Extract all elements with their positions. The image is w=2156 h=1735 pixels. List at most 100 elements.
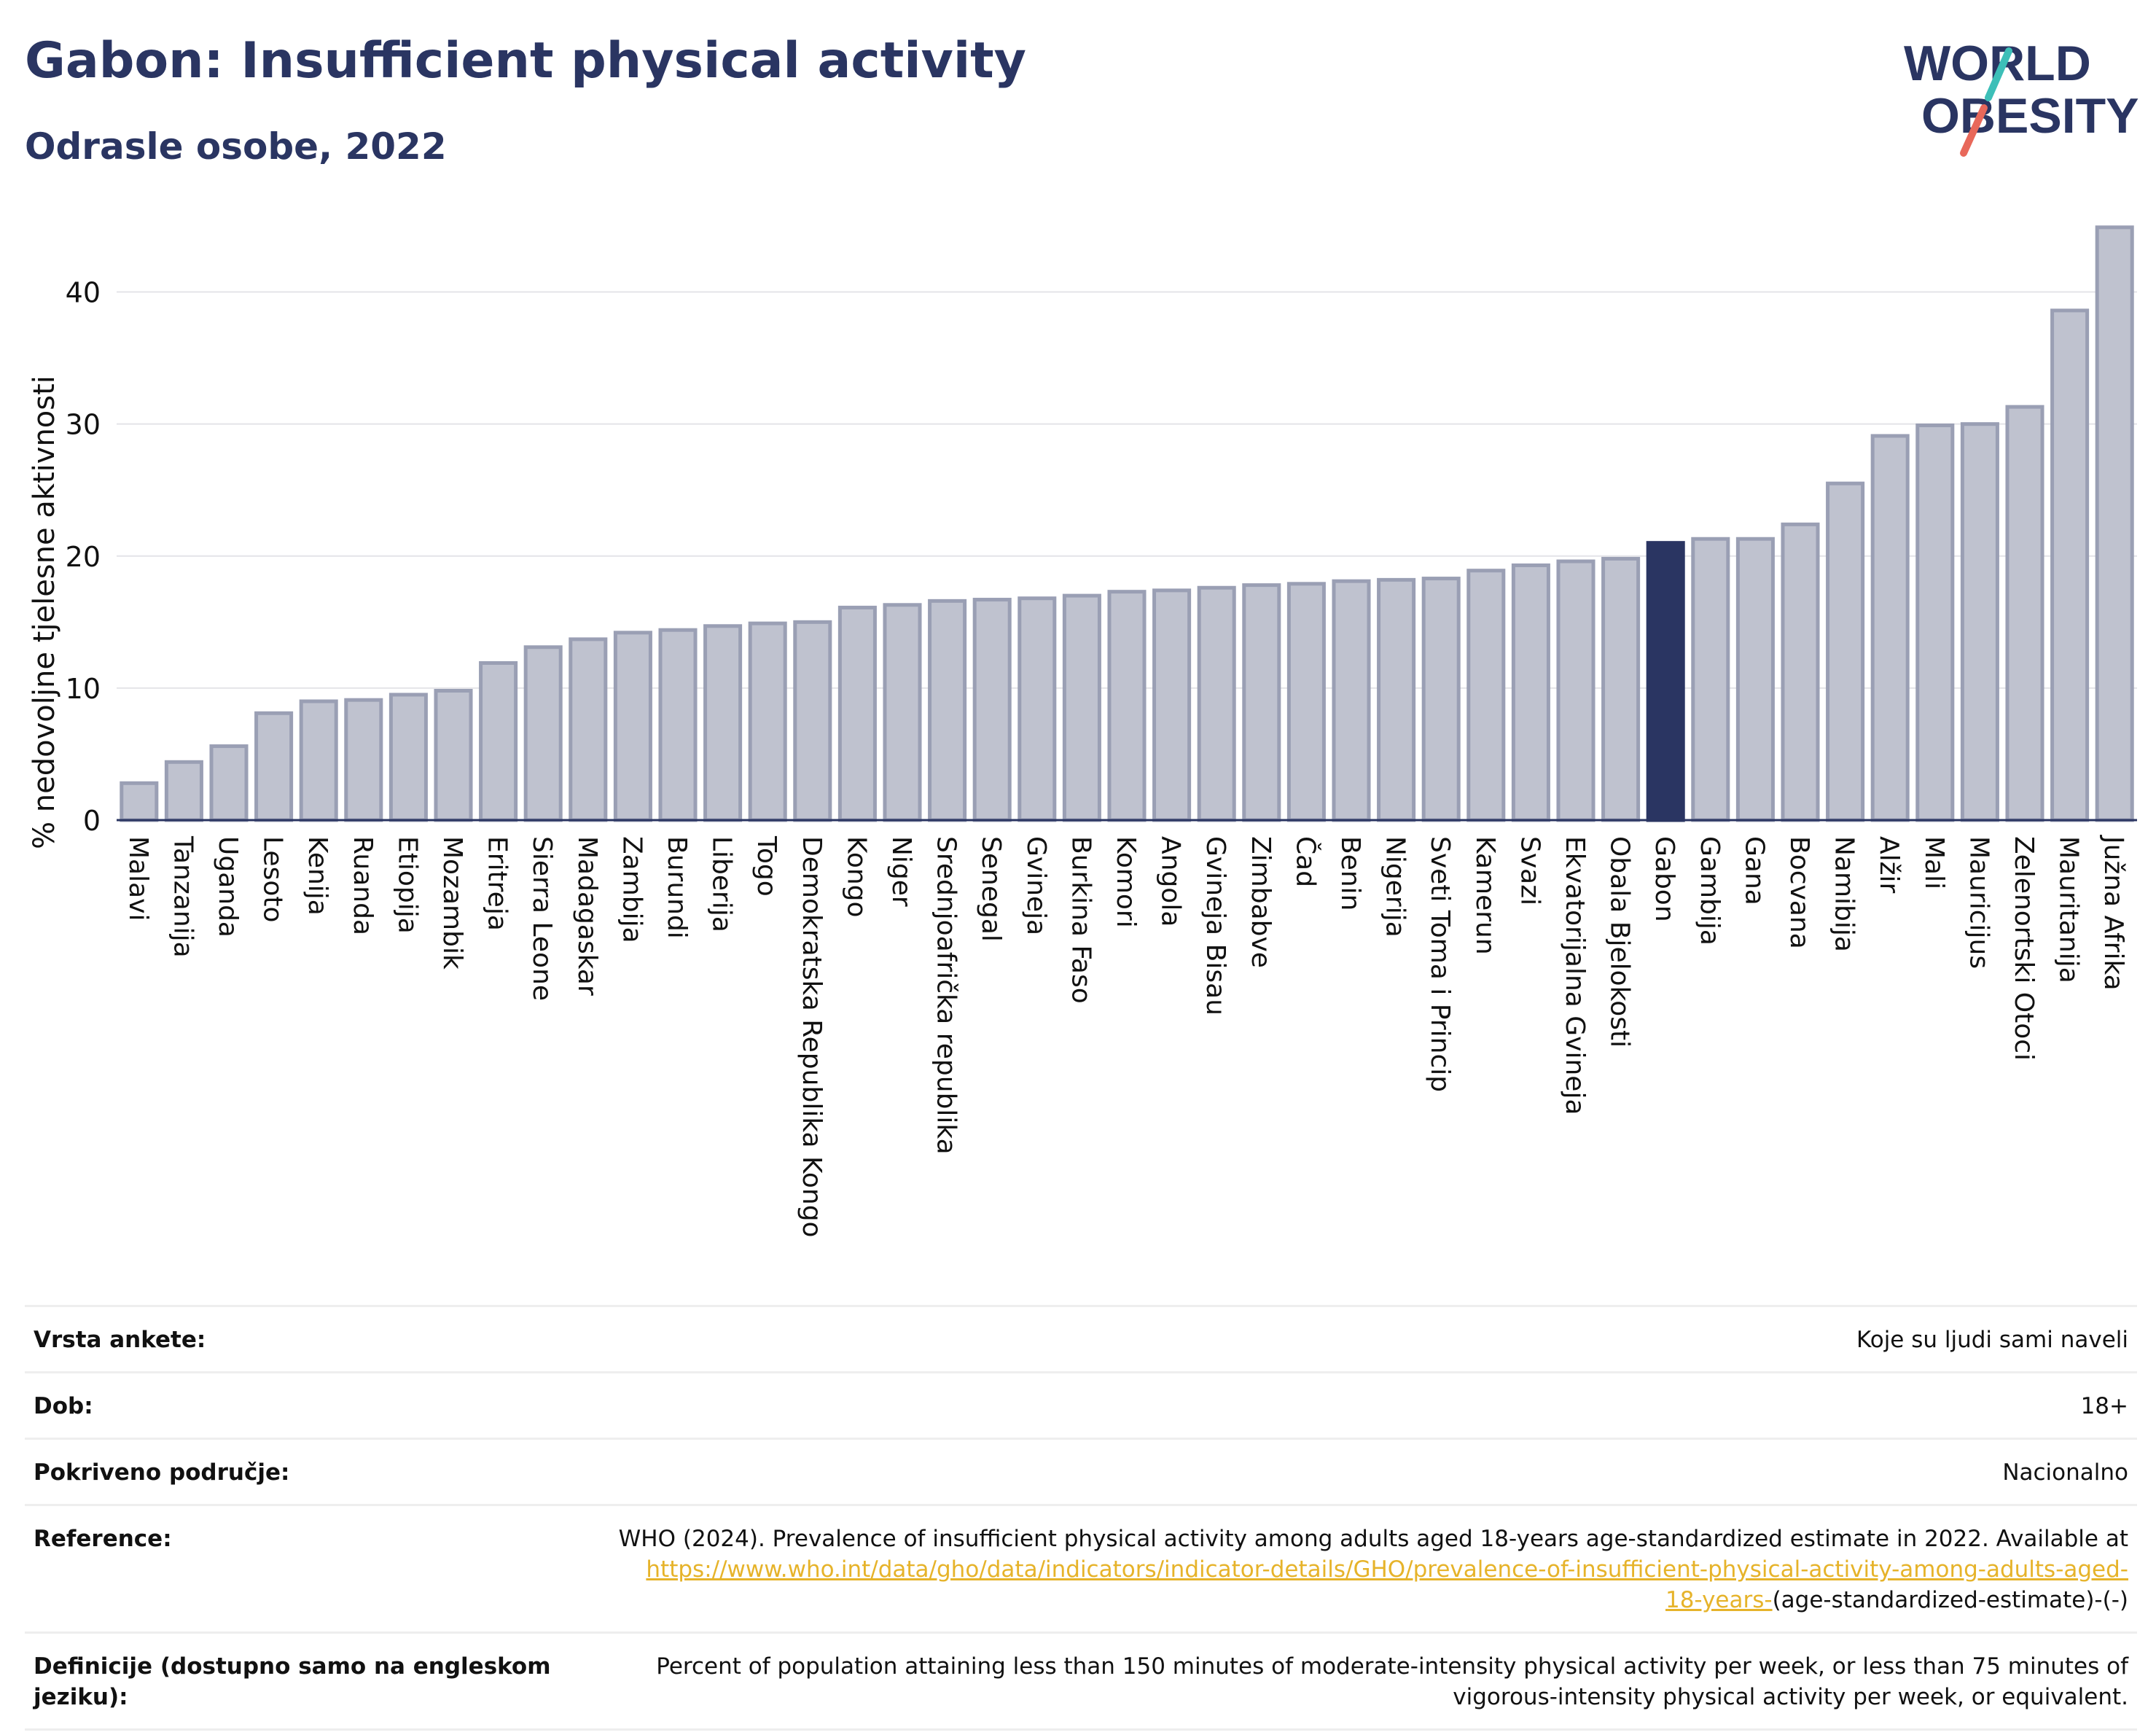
x-tick-label: Mozambik — [437, 836, 467, 970]
x-tick-label: Gana — [1739, 836, 1769, 905]
bar-čad — [1286, 582, 1326, 822]
x-tick-label: Burkina Faso — [1066, 836, 1095, 1004]
x-tick-label: Sierra Leone — [527, 836, 557, 1001]
x-tick-label: Kongo — [841, 836, 871, 918]
bar-burkina-faso — [1062, 593, 1101, 822]
info-label: Pokriveno područje: — [34, 1459, 290, 1486]
bar-benin — [1332, 579, 1371, 822]
bar-ruanda — [344, 698, 383, 822]
bar-bocvana — [1781, 522, 1820, 822]
bar-burundi — [658, 628, 698, 822]
x-tick-label: Burundi — [662, 836, 692, 939]
x-tick-label: Ekvatorijalna Gvineja — [1560, 836, 1590, 1115]
bars — [120, 225, 2134, 822]
reference-link[interactable]: https://www.who.int/data/gho/data/indica… — [646, 1556, 2128, 1613]
x-tick-label: Liberija — [707, 836, 737, 932]
info-row-definition: Definicije (dostupno samo na engleskom j… — [25, 1634, 2137, 1731]
bar-mauritanija — [2050, 308, 2090, 822]
x-tick-label: Angola — [1156, 836, 1186, 927]
info-table: Vrsta ankete: Koje su ljudi sami naveli … — [25, 1305, 2137, 1731]
x-tick-label: Togo — [751, 835, 781, 897]
x-tick-label: Svazi — [1515, 836, 1544, 905]
x-tick-label: Etiopija — [392, 836, 422, 934]
axes: 0 10 20 30 40 — [66, 277, 2137, 837]
info-value: 18+ — [2080, 1393, 2128, 1419]
x-tick-label: Lesoto — [258, 836, 288, 923]
bar-južna-afrika — [2095, 225, 2134, 822]
x-tick-label: Madagaskar — [572, 836, 602, 996]
x-tick-label: Namibija — [1829, 836, 1859, 952]
y-tick-label: 30 — [66, 409, 101, 441]
x-tick-label: Alžir — [1874, 836, 1904, 894]
reference-citation: WHO (2024). Prevalence of insufficient p… — [618, 1526, 2128, 1552]
x-tick-label: Ruanda — [348, 836, 378, 935]
reference-suffix: (age-standardized-estimate)-(-) — [1772, 1587, 2128, 1613]
info-row-age: Dob: 18+ — [25, 1373, 2137, 1440]
bar-svazi — [1511, 563, 1550, 822]
x-tick-label: Sveti Toma i Princip — [1425, 836, 1455, 1092]
x-tick-label: Zelenortski Otoci — [2009, 836, 2039, 1061]
bar-gambija — [1691, 537, 1730, 822]
x-tick-label: Demokratska Republika Kongo — [797, 836, 827, 1238]
bar-tanzanija — [164, 760, 203, 822]
x-tick-label: Eritreja — [483, 836, 512, 931]
info-label: Definicije (dostupno samo na engleskom j… — [34, 1653, 551, 1710]
bar-niger — [883, 603, 922, 822]
bar-ekvatorijalna-gvineja — [1556, 559, 1595, 822]
info-label: Dob: — [34, 1393, 93, 1419]
reference-text: WHO (2024). Prevalence of insufficient p… — [587, 1524, 2128, 1615]
x-tick-label: Bocvana — [1784, 836, 1814, 949]
y-tick-label: 20 — [66, 541, 101, 573]
bar-kamerun — [1466, 569, 1506, 822]
bar-senegal — [972, 598, 1012, 822]
x-tick-label: Niger — [886, 836, 916, 907]
info-label: Reference: — [34, 1526, 172, 1552]
y-tick-label: 40 — [66, 277, 101, 309]
bar-gana — [1735, 537, 1775, 822]
x-tick-label: Gambija — [1695, 836, 1725, 946]
x-tick-label: Zambija — [617, 836, 647, 943]
bar-obala-bjelokosti — [1601, 556, 1641, 822]
x-tick-label: Južna Afrika — [2098, 835, 2128, 991]
x-tick-label: Tanzanija — [168, 835, 198, 958]
info-row-survey-type: Vrsta ankete: Koje su ljudi sami naveli — [25, 1307, 2137, 1373]
info-label: Vrsta ankete: — [34, 1327, 206, 1353]
category-labels: Malavi Tanzanija Uganda Lesoto Kenija Ruanda E… — [123, 835, 2128, 1238]
svg-text:OBESITY: OBESITY — [1921, 88, 2139, 144]
bar-namibija — [1826, 481, 1865, 822]
x-tick-label: Gabon — [1649, 836, 1679, 922]
x-tick-label: Nigerija — [1380, 836, 1410, 937]
bar-gabon — [1646, 541, 1685, 822]
bar-malavi — [120, 781, 159, 822]
bar-zimbabve — [1242, 583, 1281, 822]
bar-lesoto — [254, 711, 294, 822]
x-tick-label: Zimbabve — [1246, 836, 1276, 968]
info-row-coverage: Pokriveno područje: Nacionalno — [25, 1440, 2137, 1506]
x-tick-label: Mauritanija — [2054, 836, 2084, 983]
bar-madagaskar — [569, 637, 608, 822]
bar-kenija — [299, 699, 338, 822]
bar-srednjoafrička-republika — [928, 599, 967, 822]
bar-liberija — [703, 624, 743, 822]
y-tick-label: 0 — [83, 805, 101, 837]
bar-sveti-toma-i-princip — [1421, 577, 1461, 822]
bar-sierra-leone — [523, 645, 563, 822]
bar-nigerija — [1377, 577, 1416, 822]
bar-togo — [748, 621, 787, 822]
x-tick-label: Gvineja — [1021, 836, 1051, 935]
bar-chart: 0 10 20 30 40 Malavi Tanzanija Uganda Lesoto Ken… — [28, 225, 2137, 1238]
info-value: Koje su ljudi sami naveli — [1856, 1327, 2128, 1353]
y-axis-label: % nedovoljne tjelesne aktivnosti — [28, 375, 61, 849]
page-subtitle: Odrasle osobe, 2022 — [25, 125, 447, 168]
page-title: Gabon: Insufficient physical activity — [25, 32, 1026, 90]
bar-alžir — [1870, 434, 1910, 822]
x-tick-label: Gvineja Bisau — [1200, 836, 1230, 1015]
world-obesity-logo: WORLD OBESITY — [1904, 36, 2139, 157]
x-tick-label: Senegal — [976, 836, 1006, 942]
x-tick-label: Komori — [1111, 836, 1141, 928]
bar-mozambik — [434, 689, 473, 822]
bar-kongo — [837, 605, 877, 822]
x-tick-label: Kenija — [302, 836, 332, 916]
bar-komori — [1107, 590, 1147, 822]
bar-gvineja-bisau — [1197, 585, 1236, 822]
